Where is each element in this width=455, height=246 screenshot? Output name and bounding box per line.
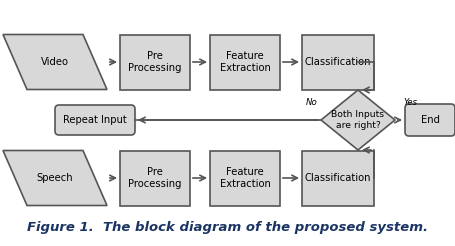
Polygon shape (3, 151, 107, 205)
FancyBboxPatch shape (55, 105, 135, 135)
Polygon shape (320, 90, 394, 150)
Text: No: No (306, 98, 317, 107)
Polygon shape (3, 34, 107, 90)
Text: End: End (420, 115, 439, 125)
FancyBboxPatch shape (120, 34, 190, 90)
FancyBboxPatch shape (210, 34, 279, 90)
Text: Pre
Processing: Pre Processing (128, 167, 182, 189)
Text: Repeat Input: Repeat Input (63, 115, 126, 125)
FancyBboxPatch shape (210, 151, 279, 205)
Text: Feature
Extraction: Feature Extraction (219, 167, 270, 189)
Text: Feature
Extraction: Feature Extraction (219, 51, 270, 73)
Text: Classification: Classification (304, 57, 370, 67)
Text: Classification: Classification (304, 173, 370, 183)
Text: Video: Video (41, 57, 69, 67)
FancyBboxPatch shape (404, 104, 454, 136)
Text: Speech: Speech (36, 173, 73, 183)
FancyBboxPatch shape (301, 34, 373, 90)
Text: Yes: Yes (402, 98, 416, 107)
Text: Pre
Processing: Pre Processing (128, 51, 182, 73)
Text: Figure 1.  The block diagram of the proposed system.: Figure 1. The block diagram of the propo… (27, 221, 428, 234)
Text: Both Inputs
are right?: Both Inputs are right? (331, 110, 384, 130)
FancyBboxPatch shape (301, 151, 373, 205)
FancyBboxPatch shape (120, 151, 190, 205)
